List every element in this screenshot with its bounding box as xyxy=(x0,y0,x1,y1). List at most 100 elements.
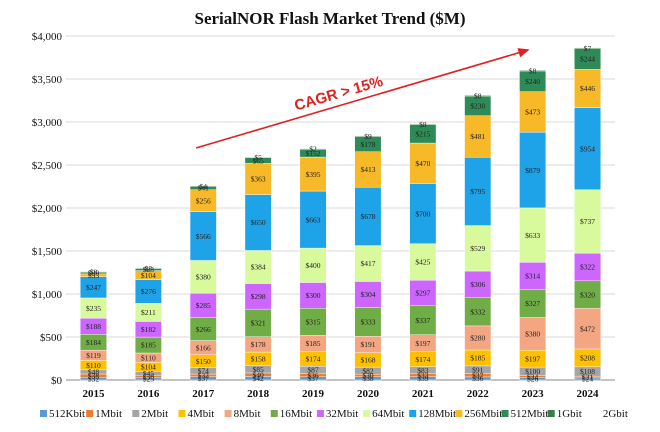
data-label: $25 xyxy=(143,375,155,384)
bar-segment xyxy=(574,47,601,49)
data-label: $285 xyxy=(196,301,211,310)
data-label: $32 xyxy=(88,374,100,383)
data-label: $737 xyxy=(580,217,595,226)
x-tick-label: 2017 xyxy=(192,388,215,400)
bar-segment xyxy=(354,307,382,337)
data-label: $7 xyxy=(584,44,592,53)
data-label: $315 xyxy=(306,318,321,327)
data-label: $33 xyxy=(417,371,429,380)
y-tick-label: $4,000 xyxy=(32,31,63,43)
bar-segment xyxy=(464,325,492,351)
data-label: $700 xyxy=(415,209,430,218)
data-label: $337 xyxy=(415,316,430,325)
data-label: $37 xyxy=(198,374,210,383)
bar-segment xyxy=(134,267,162,269)
legend-label: 512Mbit xyxy=(511,408,549,420)
data-label: $37 xyxy=(307,374,319,383)
bar-segment xyxy=(574,308,601,350)
bar-segment xyxy=(244,194,272,251)
data-label: $795 xyxy=(470,187,485,196)
legend-swatch xyxy=(86,410,94,417)
data-label: $8 xyxy=(90,268,98,277)
data-label: $266 xyxy=(196,325,211,334)
data-label: $40 xyxy=(253,370,265,379)
data-label: $30 xyxy=(362,371,374,380)
legend-item: 32Mbit xyxy=(316,408,358,420)
data-label: $119 xyxy=(86,351,101,360)
bar-segment xyxy=(464,270,492,298)
data-label: $235 xyxy=(86,304,101,313)
data-label: $306 xyxy=(470,280,485,289)
legend-swatch xyxy=(316,410,324,417)
data-label: $230 xyxy=(470,102,485,111)
data-label: $470 xyxy=(415,159,430,168)
bar-segment xyxy=(409,123,437,125)
bar-segment xyxy=(189,185,217,187)
legend-item: 512Kbit xyxy=(40,408,85,420)
data-label: $678 xyxy=(360,212,375,221)
data-label: $4 xyxy=(200,182,208,191)
legend-label: 2Gbit xyxy=(603,408,628,420)
data-label: $5 xyxy=(254,153,262,162)
data-label: $32 xyxy=(198,371,210,380)
data-label: $104 xyxy=(141,363,156,372)
data-label: $108 xyxy=(580,367,595,376)
data-label: $8 xyxy=(419,120,427,129)
legend-label: 512Kbit xyxy=(49,408,85,420)
bar-segment xyxy=(189,292,217,318)
data-label: $240 xyxy=(525,77,540,86)
bar-segment xyxy=(519,262,547,290)
data-label: $380 xyxy=(196,273,211,282)
data-label: $3 xyxy=(145,264,153,273)
data-label: $110 xyxy=(86,361,101,370)
bar-segment xyxy=(519,91,547,133)
bar-segment xyxy=(574,107,601,190)
bar-segment xyxy=(80,271,107,273)
bar-segment xyxy=(409,142,437,184)
data-label: $333 xyxy=(360,318,375,327)
data-label: $663 xyxy=(306,215,321,224)
data-label: $85 xyxy=(253,365,265,374)
data-label: $42 xyxy=(253,374,265,383)
legend-item: 1Mbit xyxy=(86,408,122,420)
data-label: $38 xyxy=(362,374,374,383)
bar-segment xyxy=(299,156,327,192)
data-label: $9 xyxy=(364,132,372,141)
data-label: $37 xyxy=(472,371,484,380)
data-label: $30 xyxy=(143,372,155,381)
bars xyxy=(80,47,601,381)
bar-segment xyxy=(409,183,437,244)
data-label: $48 xyxy=(88,368,100,377)
x-tick-label: 2020 xyxy=(357,388,380,400)
data-label: $380 xyxy=(525,330,540,339)
bar-segment xyxy=(409,305,437,335)
bar-segment xyxy=(519,317,547,351)
data-label: $244 xyxy=(580,55,595,64)
legend-swatch xyxy=(501,410,509,417)
data-label: $20 xyxy=(88,269,100,278)
data-label: $83 xyxy=(417,366,429,375)
y-tick-label: $0 xyxy=(51,375,63,387)
data-label: $36 xyxy=(307,371,319,380)
data-label: $104 xyxy=(141,271,156,280)
data-label: $82 xyxy=(362,366,374,375)
bar-segment xyxy=(574,69,601,108)
bar-segment xyxy=(244,283,272,310)
bar-segment xyxy=(464,156,492,226)
data-label: $110 xyxy=(141,353,156,362)
data-label: $529 xyxy=(470,244,485,253)
data-label: $332 xyxy=(470,307,485,316)
data-label: $152 xyxy=(306,149,321,158)
data-label: $954 xyxy=(580,144,595,153)
cagr-arrow xyxy=(195,48,530,149)
legend-item: 1Gbit xyxy=(547,408,582,420)
bar-segment xyxy=(244,308,272,337)
legend-item: 4Mbit xyxy=(178,408,214,420)
data-label: $2 xyxy=(309,145,317,154)
chart-title: SerialNOR Flash Market Trend ($M) xyxy=(194,9,465,28)
data-label: $256 xyxy=(196,196,211,205)
data-label: $191 xyxy=(360,340,375,349)
legend-swatch xyxy=(40,410,47,417)
data-label: $188 xyxy=(86,322,101,331)
